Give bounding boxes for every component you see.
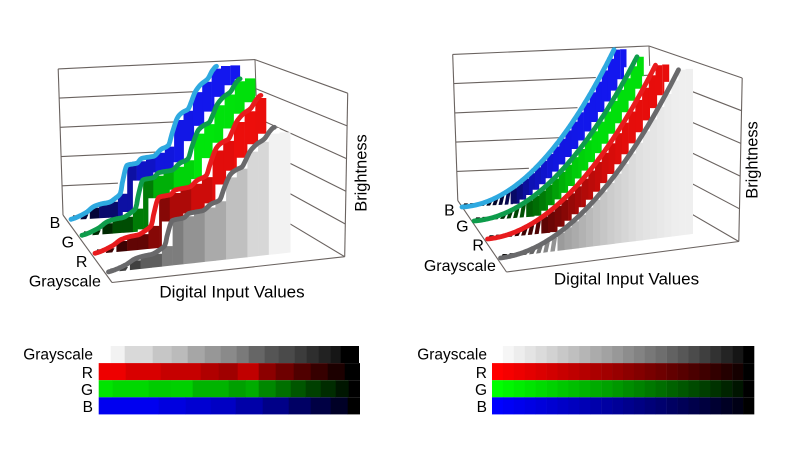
svg-text:R: R: [476, 365, 487, 382]
svg-text:B: B: [83, 399, 93, 416]
svg-text:G: G: [62, 234, 74, 251]
svg-text:R: R: [76, 254, 88, 271]
svg-text:G: G: [456, 218, 468, 235]
svg-text:G: G: [475, 382, 487, 399]
svg-text:Brightness: Brightness: [353, 134, 371, 211]
svg-text:Digital Input Values: Digital Input Values: [554, 270, 699, 289]
svg-text:R: R: [472, 237, 484, 254]
svg-text:B: B: [444, 203, 455, 220]
svg-text:B: B: [50, 215, 61, 232]
svg-text:B: B: [477, 399, 487, 416]
svg-text:Grayscale: Grayscale: [424, 258, 496, 275]
svg-text:R: R: [82, 365, 93, 382]
svg-text:Grayscale: Grayscale: [29, 274, 101, 291]
svg-text:Brightness: Brightness: [744, 121, 762, 198]
svg-text:G: G: [81, 382, 93, 399]
svg-text:Grayscale: Grayscale: [417, 347, 487, 364]
svg-text:Grayscale: Grayscale: [23, 347, 93, 364]
svg-text:Digital Input Values: Digital Input Values: [159, 283, 304, 302]
